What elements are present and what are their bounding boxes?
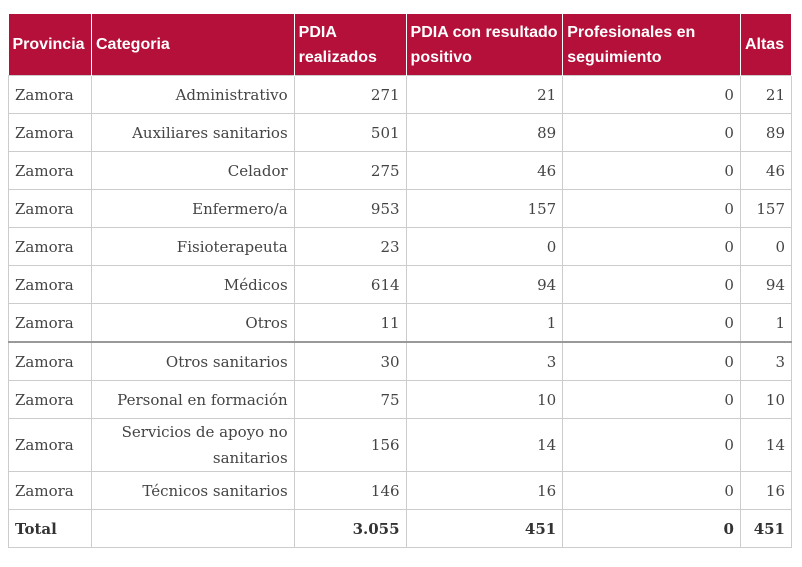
table-row: Zamora Otros sanitarios 30 3 0 3 bbox=[8, 341, 793, 381]
header-cell: Provincia bbox=[8, 14, 92, 76]
table-cell: Técnicos sanitarios bbox=[90, 471, 295, 510]
table-cell: Fisioterapeuta bbox=[90, 227, 295, 266]
table-row: Zamora Celador 275 46 0 46 bbox=[8, 151, 793, 190]
table-cell: 501 bbox=[293, 113, 407, 152]
table-cell: 146 bbox=[293, 471, 407, 510]
total-cell: 3.055 bbox=[293, 509, 407, 548]
table-cell: 3 bbox=[405, 341, 564, 381]
table-cell: Zamora bbox=[8, 227, 92, 266]
table-cell: Zamora bbox=[8, 303, 92, 343]
table-cell: 21 bbox=[739, 75, 793, 114]
table-cell: 0 bbox=[405, 227, 564, 266]
table-cell: 271 bbox=[293, 75, 407, 114]
table-cell: 94 bbox=[405, 265, 564, 304]
table-cell: 0 bbox=[562, 341, 741, 381]
header-cell: Profesionales en seguimiento bbox=[562, 14, 741, 76]
table-cell: 614 bbox=[293, 265, 407, 304]
table-cell: Zamora bbox=[8, 380, 92, 419]
table-cell: 46 bbox=[739, 151, 793, 190]
table-cell: 14 bbox=[739, 418, 793, 472]
table-cell: 0 bbox=[562, 303, 741, 343]
table-row: Zamora Otros 11 1 0 1 bbox=[8, 303, 793, 343]
table-cell: Enfermero/a bbox=[90, 189, 295, 228]
table-row: Zamora Servicios de apoyo no sanitarios 15… bbox=[8, 418, 793, 472]
total-cell: 451 bbox=[405, 509, 564, 548]
table-cell: 0 bbox=[562, 418, 741, 472]
table-cell: 157 bbox=[739, 189, 793, 228]
table-cell: Otros sanitarios bbox=[90, 341, 295, 381]
table-cell: 14 bbox=[405, 418, 564, 472]
table-cell: 1 bbox=[405, 303, 564, 343]
table-cell: Zamora bbox=[8, 341, 92, 381]
table-cell: Zamora bbox=[8, 189, 92, 228]
total-cell: 0 bbox=[562, 509, 741, 548]
total-cell: 451 bbox=[739, 509, 793, 548]
table-cell: 16 bbox=[739, 471, 793, 510]
table-row: Zamora Fisioterapeuta 23 0 0 0 bbox=[8, 227, 793, 266]
table-cell: 21 bbox=[405, 75, 564, 114]
table-cell: 0 bbox=[562, 380, 741, 419]
table-cell: 89 bbox=[405, 113, 564, 152]
table-cell: Administrativo bbox=[90, 75, 295, 114]
table-cell: Zamora bbox=[8, 265, 92, 304]
header-cell: PDIA realizados bbox=[294, 14, 407, 76]
table-cell: 23 bbox=[293, 227, 407, 266]
table-cell: Zamora bbox=[8, 151, 92, 190]
table-row: Zamora Enfermero/a 953 157 0 157 bbox=[8, 189, 793, 228]
data-table: Provincia Categoria PDIA realizados PDIA co… bbox=[8, 14, 793, 548]
total-label: Total bbox=[8, 509, 92, 548]
table-cell: 46 bbox=[405, 151, 564, 190]
table-cell: 10 bbox=[405, 380, 564, 419]
table-cell: Servicios de apoyo no sanitarios bbox=[90, 418, 295, 472]
table-cell: 0 bbox=[562, 227, 741, 266]
table-cell: Otros bbox=[90, 303, 295, 343]
table-cell: 0 bbox=[562, 471, 741, 510]
table-cell: 0 bbox=[562, 113, 741, 152]
table-cell: 0 bbox=[562, 189, 741, 228]
table-cell: 275 bbox=[293, 151, 407, 190]
table-cell bbox=[90, 509, 295, 548]
table-cell: 3 bbox=[739, 341, 793, 381]
table-cell: 0 bbox=[562, 151, 741, 190]
header-cell: PDIA con resultado positivo bbox=[406, 14, 564, 76]
header-row: Provincia Categoria PDIA realizados PDIA co… bbox=[8, 14, 793, 76]
table-cell: 0 bbox=[562, 75, 741, 114]
table-cell: Zamora bbox=[8, 418, 92, 472]
table-row: Zamora Técnicos sanitarios 146 16 0 16 bbox=[8, 471, 793, 510]
table-cell: 89 bbox=[739, 113, 793, 152]
table-cell: Personal en formación bbox=[90, 380, 295, 419]
table-cell: 16 bbox=[405, 471, 564, 510]
table-cell: Zamora bbox=[8, 113, 92, 152]
table-cell: 11 bbox=[293, 303, 407, 343]
table-row: Zamora Administrativo 271 21 0 21 bbox=[8, 75, 793, 114]
table-cell: 0 bbox=[562, 265, 741, 304]
table-cell: 75 bbox=[293, 380, 407, 419]
total-row: Total 3.055 451 0 451 bbox=[8, 509, 793, 548]
table-row: Zamora Auxiliares sanitarios 501 89 0 89 bbox=[8, 113, 793, 152]
table-cell: Auxiliares sanitarios bbox=[90, 113, 295, 152]
table-cell: 1 bbox=[739, 303, 793, 343]
table-cell: 953 bbox=[293, 189, 407, 228]
table-cell: 30 bbox=[293, 341, 407, 381]
table-cell: Zamora bbox=[8, 471, 92, 510]
table-cell: 0 bbox=[739, 227, 793, 266]
table-cell: Zamora bbox=[8, 75, 92, 114]
table-cell: 94 bbox=[739, 265, 793, 304]
table-row: Zamora Médicos 614 94 0 94 bbox=[8, 265, 793, 304]
table-body: Zamora Administrativo 271 21 0 21 Zamora Auxili… bbox=[8, 75, 793, 548]
table-cell: 156 bbox=[293, 418, 407, 472]
table-cell: 10 bbox=[739, 380, 793, 419]
table-cell: Médicos bbox=[90, 265, 295, 304]
table-cell: Celador bbox=[90, 151, 295, 190]
header-cell: Altas bbox=[740, 14, 793, 76]
header-cell: Categoria bbox=[91, 14, 295, 76]
table-row: Zamora Personal en formación 75 10 0 10 bbox=[8, 380, 793, 419]
table-cell: 157 bbox=[405, 189, 564, 228]
